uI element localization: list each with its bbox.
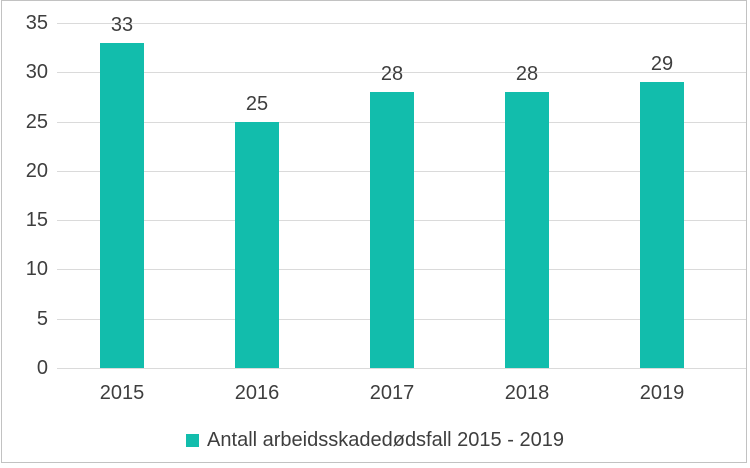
bar-value-label: 33 [110,14,134,36]
bar-2015 [100,43,144,368]
x-tick-label: 2019 [639,382,685,404]
x-tick-label: 2016 [234,382,280,404]
gridline-y-30 [57,72,746,73]
legend-swatch [186,433,200,447]
gridline-y-35 [57,23,746,24]
y-tick-label: 10 [25,258,48,280]
y-tick-label: 30 [25,61,48,83]
bar-value-label: 29 [650,53,674,75]
y-tick-label: 15 [25,209,48,231]
x-tick-label: 2018 [504,382,550,404]
bar-value-label: 28 [380,63,404,85]
y-tick-label: 25 [25,111,48,133]
bar-value-label: 28 [515,63,539,85]
bar-value-label: 25 [245,93,269,115]
bar-2016 [235,122,279,368]
y-tick-label: 20 [25,160,48,182]
gridline-y-0 [57,368,746,369]
y-tick-label: 5 [36,308,48,330]
bar-2017 [370,92,414,368]
x-tick-label: 2015 [99,382,145,404]
chart-legend: Antall arbeidsskadedødsfall 2015 - 2019 [0,427,750,453]
x-tick-label: 2017 [369,382,415,404]
y-tick-label: 35 [25,12,48,34]
y-tick-label: 0 [36,357,48,379]
legend-label: Antall arbeidsskadedødsfall 2015 - 2019 [207,428,564,451]
bar-2018 [505,92,549,368]
bar-2019 [640,82,684,368]
